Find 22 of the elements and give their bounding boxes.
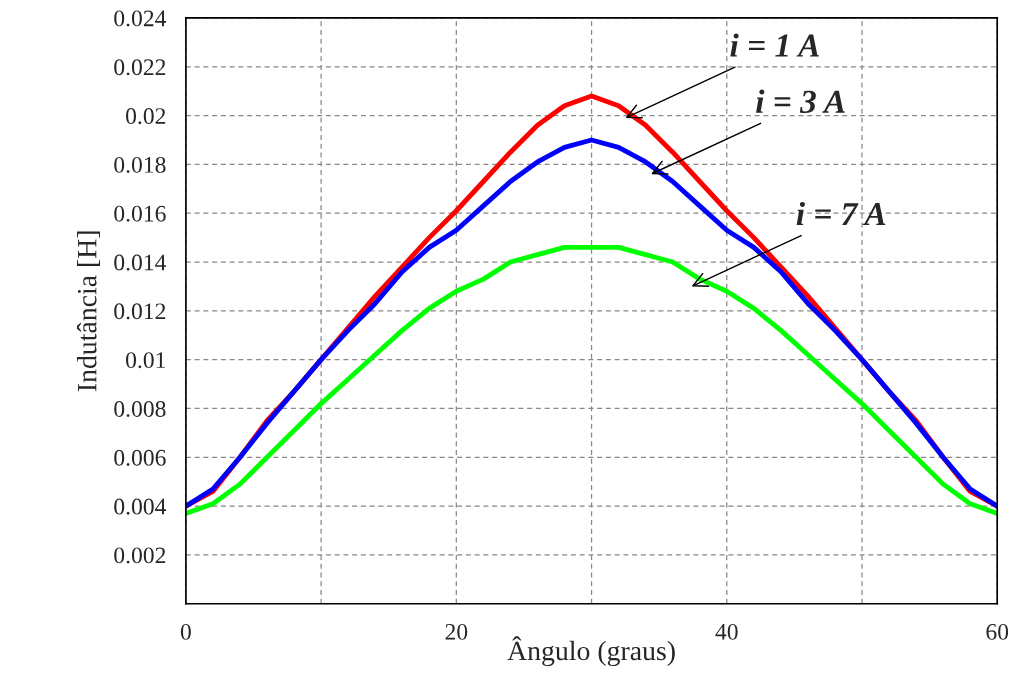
y-tick-label: 0.02 xyxy=(126,108,166,125)
y-tick-label: 0.008 xyxy=(114,400,166,418)
annotation: i = 3 A xyxy=(756,89,845,114)
x-tick-label: 0 xyxy=(180,623,191,640)
x-axis-title: Ângulo (graus) xyxy=(507,636,675,667)
x-tick-label: 40 xyxy=(715,623,738,640)
annotation: i = 7 A xyxy=(796,201,886,226)
annotation: i = 1 A xyxy=(730,33,820,57)
y-tick-label: 0.01 xyxy=(126,352,166,369)
y-tick-label: 0.018 xyxy=(114,156,166,173)
y-axis-title: Indutância [H] xyxy=(76,231,101,392)
y-tick-label: 0.024 xyxy=(114,10,167,27)
y-tick-label: 0.012 xyxy=(114,303,166,320)
y-tick-label: 0.004 xyxy=(114,498,167,515)
x-tick-label: 60 xyxy=(986,623,1009,640)
y-tick-label: 0.014 xyxy=(114,254,167,271)
y-tick-label: 0.016 xyxy=(114,205,166,222)
x-tick-label: 20 xyxy=(445,623,468,640)
line-series xyxy=(185,244,998,516)
y-tick-label: 0.002 xyxy=(114,547,166,564)
y-tick-label: 0.022 xyxy=(114,59,166,76)
y-tick-label: 0.006 xyxy=(114,449,166,466)
